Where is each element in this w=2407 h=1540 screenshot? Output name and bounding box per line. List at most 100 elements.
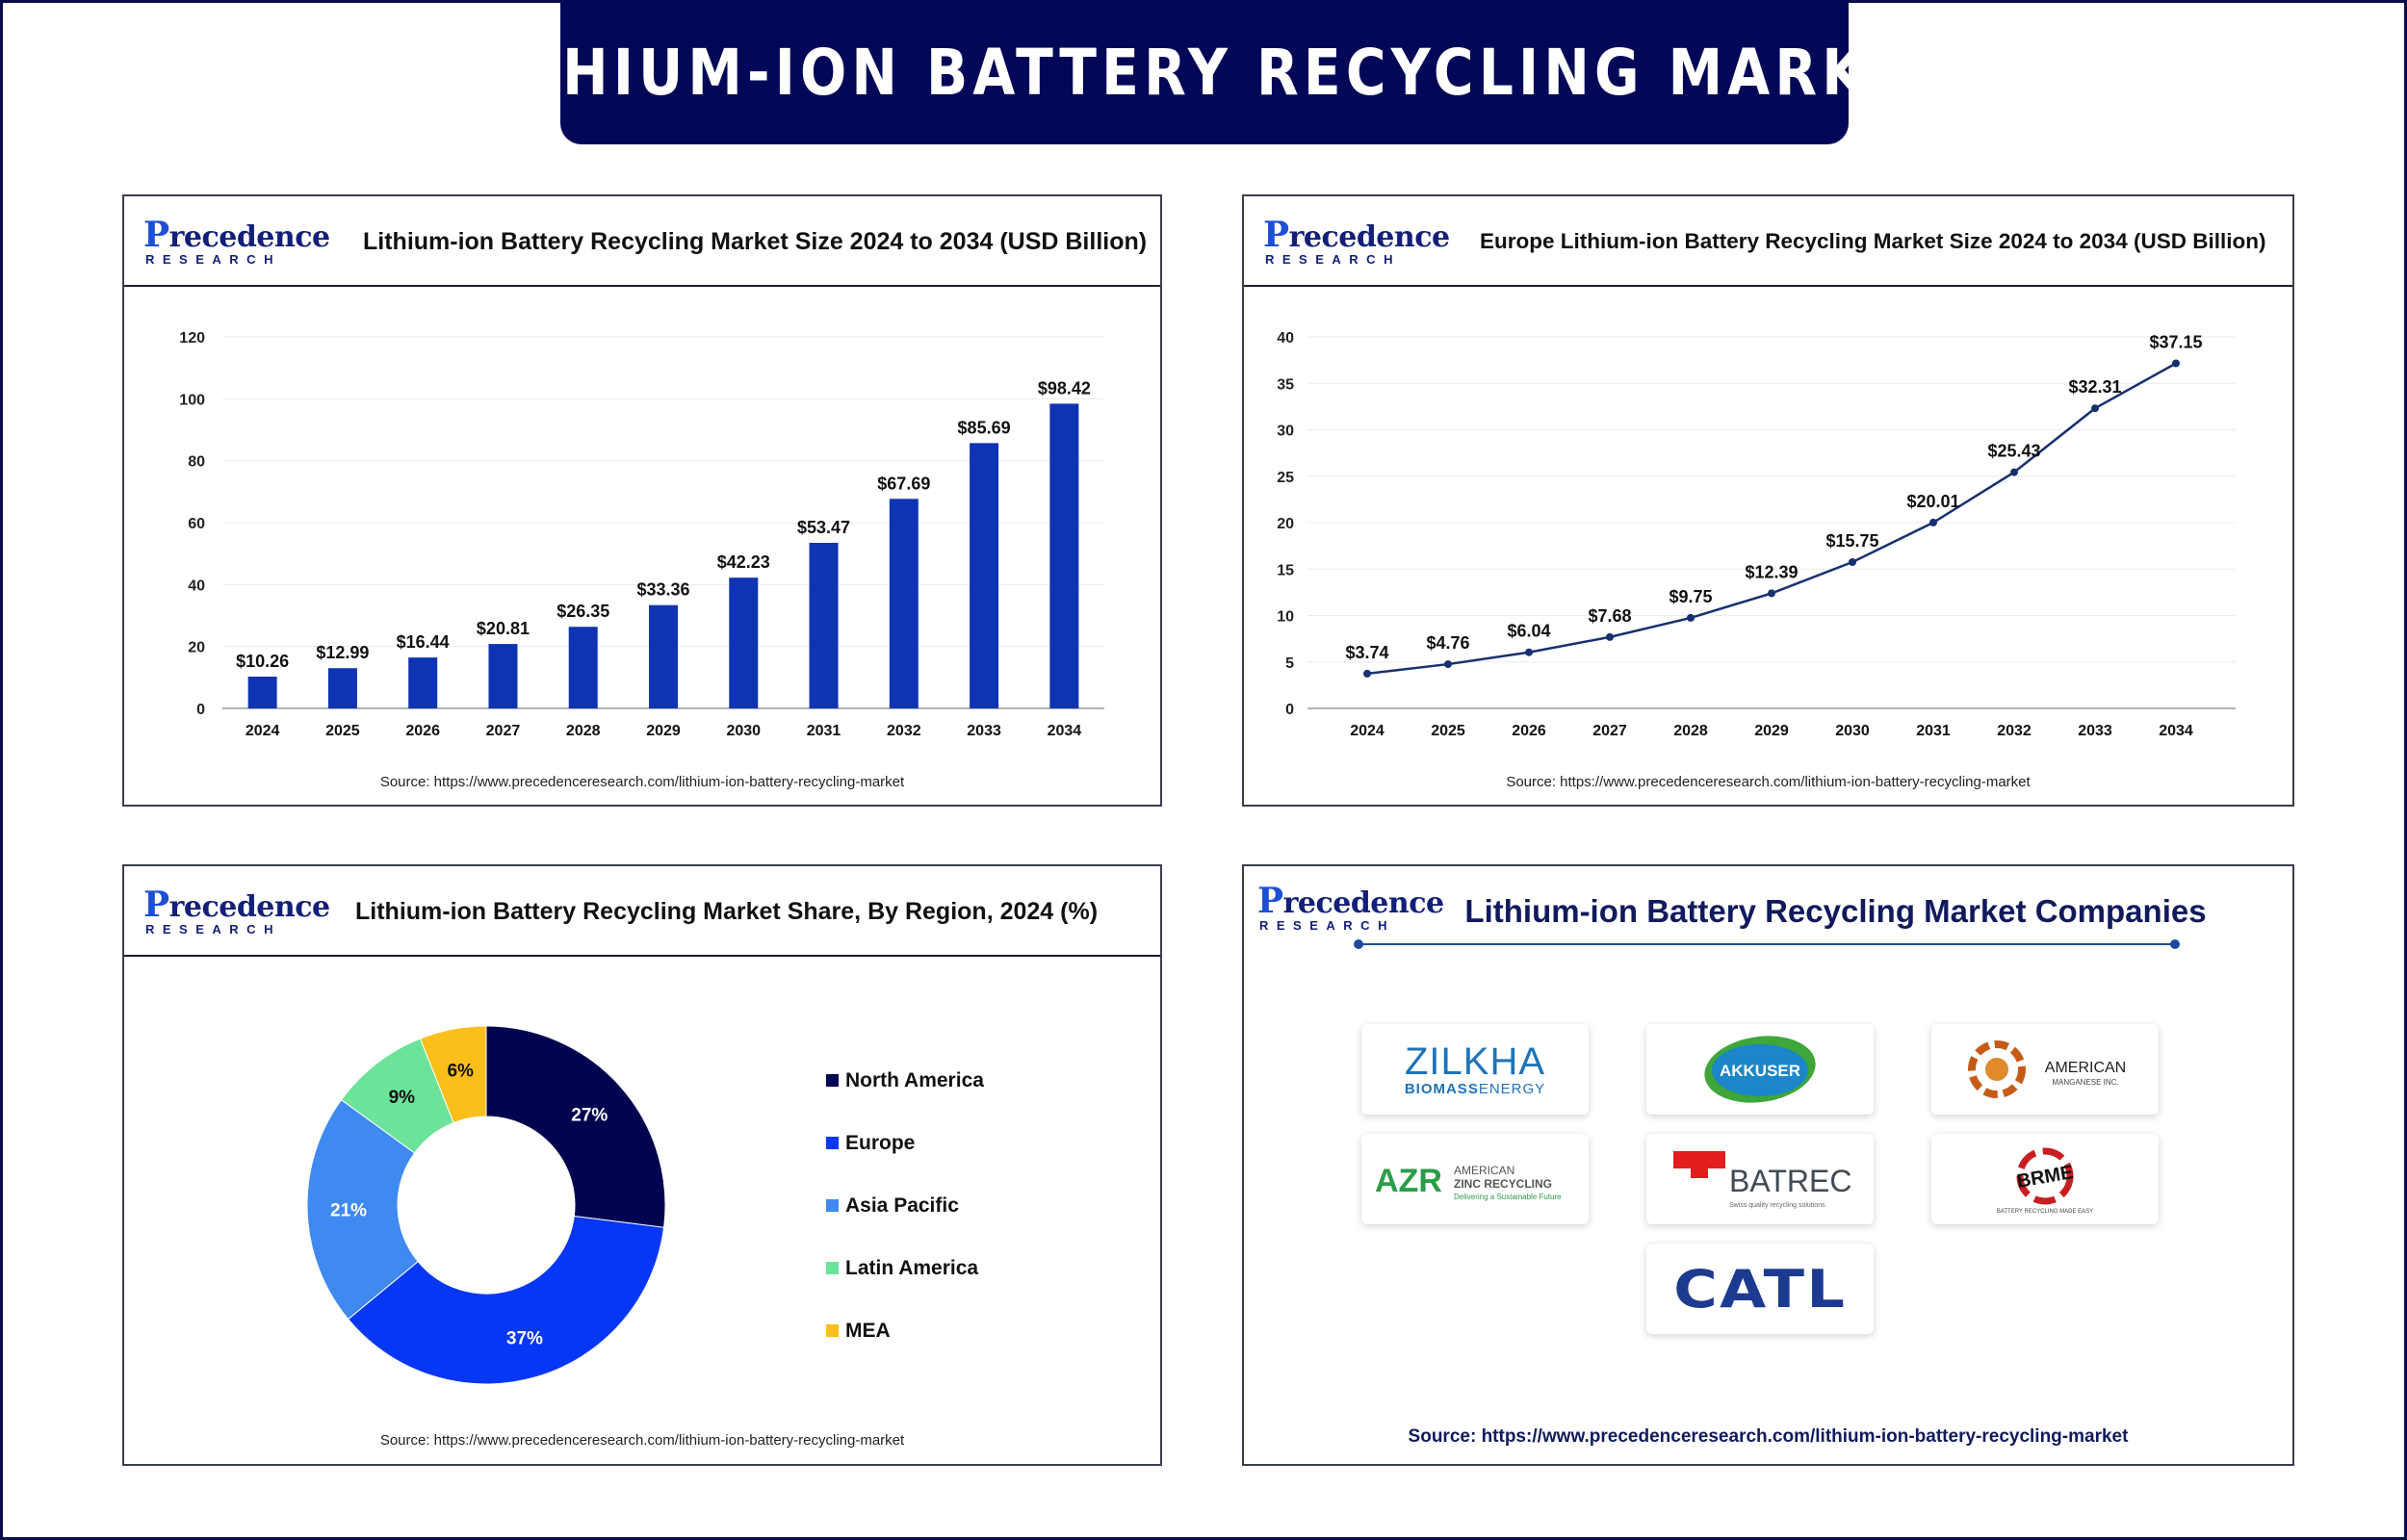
bar (649, 604, 678, 708)
legend-item-latin-america: Latin America (826, 1237, 984, 1299)
data-point (1687, 613, 1695, 622)
x-tick-label: 2030 (726, 723, 761, 739)
x-tick-label: 2033 (2078, 723, 2112, 739)
source-note: Source: https://www.precedenceresearch.c… (379, 1432, 905, 1449)
x-tick-label: 2028 (566, 723, 601, 739)
zilkha-logo: ZILKHA (1404, 1040, 1546, 1083)
y-tick-label: 35 (1277, 376, 1294, 393)
x-tick-label: 2031 (1916, 723, 1951, 739)
data-label: $20.01 (1906, 492, 1959, 511)
bar (970, 443, 999, 708)
svg-text:Delivering a Sustainable Futur: Delivering a Sustainable Future (1454, 1193, 1562, 1201)
svg-text:AKKUSER: AKKUSER (1720, 1062, 1800, 1080)
data-point (1525, 648, 1533, 656)
x-tick-label: 2026 (405, 723, 440, 739)
precedence-logo: Precedence RESEARCH (1257, 881, 1444, 933)
y-tick-label: 0 (196, 702, 205, 718)
svg-text:AMERICAN: AMERICAN (1454, 1164, 1514, 1177)
x-tick-label: 2029 (646, 723, 681, 739)
x-tick-label: 2030 (1835, 723, 1870, 739)
y-tick-label: 10 (1277, 609, 1294, 626)
chart-title: Europe Lithium-ion Battery Recycling Mar… (1480, 229, 2266, 253)
panel-europe-size: Precedence RESEARCH Europe Lithium-ion B… (1242, 194, 2294, 807)
x-tick-label: 2027 (1592, 723, 1627, 739)
bar (1049, 403, 1079, 708)
y-tick-label: 120 (179, 330, 205, 346)
legend-swatch (826, 1074, 839, 1087)
x-tick-label: 2034 (1048, 723, 1082, 739)
line-chart: 0510152025303540$3.742024$4.762025$6.042… (1277, 330, 2236, 739)
y-tick-label: 20 (188, 640, 205, 656)
x-tick-label: 2024 (1350, 723, 1385, 739)
bar (729, 578, 759, 708)
precedence-logo: Precedence RESEARCH (1263, 215, 1450, 267)
legend-swatch (826, 1324, 839, 1337)
data-point (2172, 359, 2180, 368)
y-tick-label: 100 (179, 392, 205, 408)
data-label: $53.47 (797, 518, 850, 537)
data-point (2091, 404, 2099, 413)
data-label: $42.23 (717, 552, 770, 572)
slice-label: 21% (330, 1200, 367, 1220)
x-tick-label: 2029 (1754, 723, 1789, 739)
y-tick-label: 80 (188, 454, 205, 471)
legend-item-asia-pacific: Asia Pacific (826, 1174, 984, 1237)
svg-text:Swiss quality recycling soluti: Swiss quality recycling solutions (1729, 1202, 1825, 1209)
batrec-logo: BATREC Swiss quality recycling solutions (1673, 1151, 1851, 1209)
donut-legend: North America Europe Asia Pacific Latin … (826, 1049, 984, 1362)
bar (809, 543, 839, 708)
y-tick-label: 0 (1285, 702, 1294, 718)
panel-market-size: Precedence RESEARCH Lithium-ion Battery … (122, 194, 1162, 807)
data-point (1849, 558, 1856, 567)
source-note: Source: https://www.precedenceresearch.c… (1408, 1426, 2129, 1447)
x-tick-label: 2032 (887, 723, 921, 739)
y-tick-label: 25 (1277, 470, 1294, 486)
data-label: $7.68 (1588, 606, 1631, 626)
donut-chart: 27% 37% 21% 9% 6% (306, 1025, 666, 1385)
y-tick-label: 40 (188, 578, 205, 594)
data-label: $15.75 (1825, 531, 1878, 551)
slice-label: 9% (389, 1088, 416, 1108)
chart-title: Lithium-ion Battery Recycling Market Sha… (355, 897, 1099, 925)
data-label: $33.36 (636, 580, 689, 600)
donut-slice (347, 1215, 665, 1385)
title-rule (1354, 939, 2180, 949)
bar (568, 627, 598, 708)
akkuser-logo: AKKUSER (1704, 1036, 1816, 1103)
donut-slice (306, 1098, 419, 1321)
legend-swatch (826, 1137, 839, 1149)
precedence-logo: Precedence RESEARCH (143, 885, 330, 937)
svg-text:ZINC RECYCLING: ZINC RECYCLING (1454, 1177, 1552, 1191)
slice-label: 27% (571, 1105, 608, 1125)
data-label: $20.81 (477, 619, 530, 638)
data-point (1768, 589, 1775, 598)
x-tick-label: 2026 (1512, 723, 1546, 739)
data-label: $37.15 (2149, 333, 2202, 352)
company-card-brme: BRME BATTERY RECYCLING MADE EASY (1931, 1134, 2159, 1224)
data-point (2010, 468, 2018, 476)
panel-header: Precedence RESEARCH Europe Lithium-ion B… (1244, 196, 2292, 287)
x-tick-label: 2031 (807, 723, 841, 739)
data-label: $12.39 (1745, 562, 1798, 581)
header-banner: LITHIUM-ION BATTERY RECYCLING MARKET (455, 0, 1949, 144)
data-point (1606, 632, 1614, 641)
legend-item-mea: MEA (826, 1299, 984, 1362)
data-point (1929, 518, 1937, 526)
panel-header: Precedence RESEARCH Lithium-ion Battery … (124, 196, 1160, 287)
company-card-batrec: BATREC Swiss quality recycling solutions (1646, 1134, 1874, 1224)
svg-text:AMERICAN: AMERICAN (2045, 1060, 2126, 1076)
catl-logo: CATL (1673, 1258, 1847, 1320)
company-card-american-manganese: AMERICAN MANGANESE INC. (1931, 1024, 2159, 1115)
data-label: $10.26 (236, 652, 289, 671)
data-label: $32.31 (2068, 377, 2121, 397)
svg-text:BATTERY RECYCLING MADE EASY: BATTERY RECYCLING MADE EASY (1997, 1209, 2093, 1215)
y-tick-label: 60 (188, 516, 205, 532)
bar-chart: 0 20 40 60 80 100 120 $10.26 2024 $12.99 2025 $16.4… (179, 330, 1104, 739)
data-label: $25.43 (1987, 442, 2040, 461)
x-tick-label: 2033 (967, 723, 1001, 739)
company-card-akkuser: AKKUSER (1646, 1024, 1874, 1115)
source-note: Source: https://www.precedenceresearch.c… (1506, 774, 2031, 790)
panel-header: Precedence RESEARCH Lithium-ion Battery … (124, 866, 1160, 957)
slice-label: 37% (506, 1328, 543, 1348)
x-tick-label: 2024 (246, 723, 280, 739)
